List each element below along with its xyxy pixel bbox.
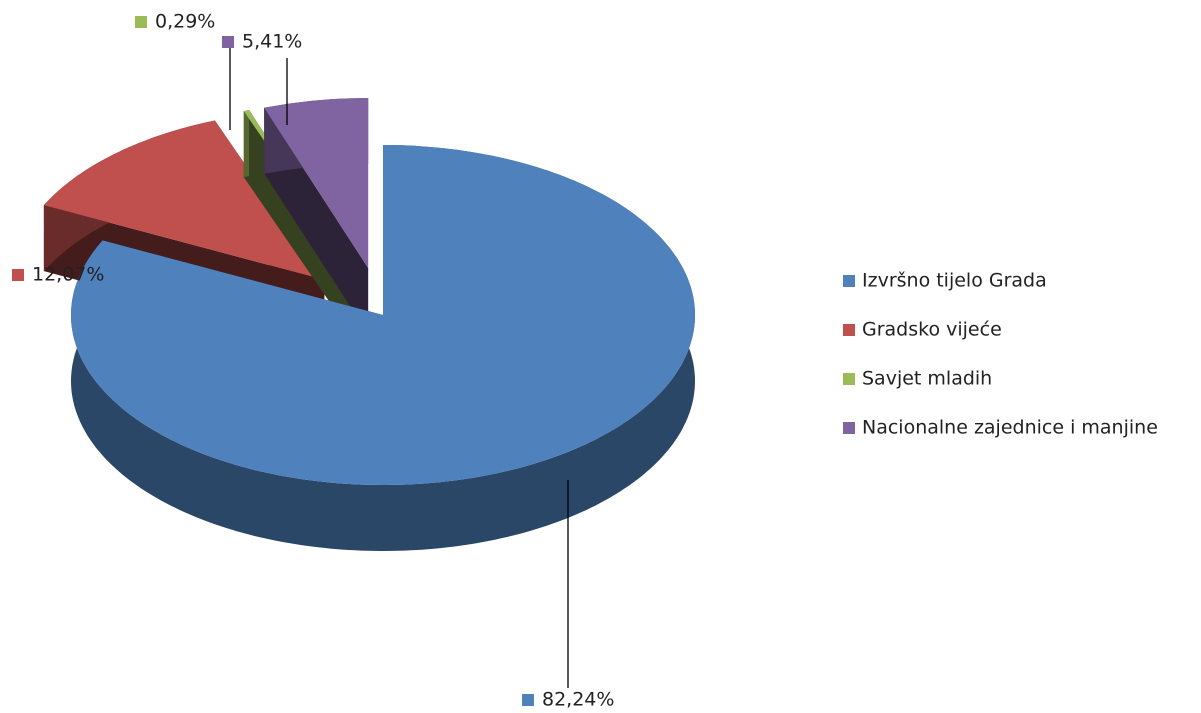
data-label: 5,41% <box>242 31 302 53</box>
legend-label: Izvršno tijelo Grada <box>862 270 1047 292</box>
legend-swatch <box>843 422 855 434</box>
data-label: 82,24% <box>542 689 614 711</box>
data-label: 12,07% <box>32 264 104 286</box>
legend-label: Savjet mladih <box>862 368 992 390</box>
slice <box>264 98 369 269</box>
legend-label: Nacionalne zajednice i manjine <box>862 417 1158 439</box>
legend-swatch <box>843 275 855 287</box>
data-label: 0,29% <box>155 11 215 33</box>
legend-swatch <box>843 373 855 385</box>
label-marker <box>12 269 24 281</box>
label-marker <box>222 36 234 48</box>
legend-swatch <box>843 324 855 336</box>
legend-label: Gradsko vijeće <box>862 319 1002 341</box>
slice-side <box>243 110 250 178</box>
label-marker <box>135 16 147 28</box>
label-marker <box>522 694 534 706</box>
slice <box>43 120 325 280</box>
slice <box>71 145 695 485</box>
